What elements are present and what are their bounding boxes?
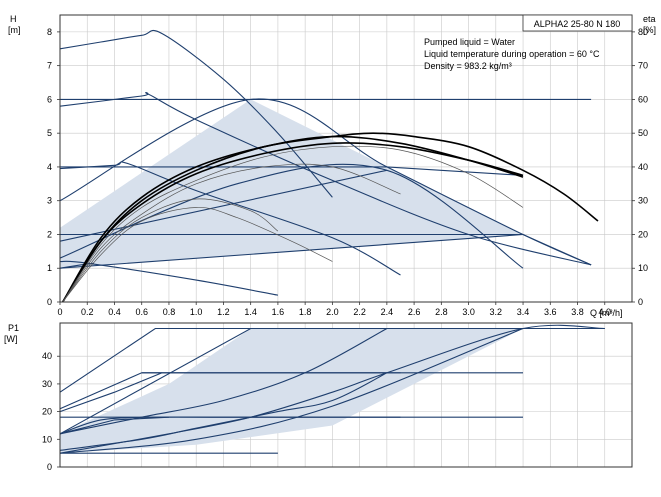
upper-series-line-13	[62, 135, 524, 303]
upper-y-tick-label: 6	[47, 94, 52, 104]
upper-y2-label-unit: [%]	[643, 25, 656, 35]
upper-y-tick-label: 7	[47, 61, 52, 71]
lower-y-tick-label: 30	[42, 379, 52, 389]
upper-series-line-8	[59, 233, 524, 269]
upper-y2-tick-label: 50	[638, 128, 648, 138]
lower-series-line-9	[59, 327, 278, 393]
upper-series-line-17	[62, 198, 279, 303]
upper-x-tick-label: 0.6	[135, 307, 148, 317]
upper-series-line-5	[59, 161, 401, 276]
upper-x-tick-label: 1.6	[272, 307, 285, 317]
upper-x-tick-label: 1.2	[217, 307, 230, 317]
upper-y-tick-label: 8	[47, 27, 52, 37]
lower-y-tick-label: 20	[42, 407, 52, 417]
upper-x-tick-label: 3.0	[462, 307, 475, 317]
lower-plot-frame	[59, 322, 633, 468]
upper-x-tick-label: 2.6	[408, 307, 421, 317]
upper-series-line-15	[62, 145, 524, 303]
upper-x-tick-label: 2.2	[353, 307, 366, 317]
note-liquid-temperature: Liquid temperature during operation = 60…	[424, 49, 600, 59]
upper-x-tick-label: 3.6	[544, 307, 557, 317]
upper-x-tick-label: 2.4	[381, 307, 394, 317]
upper-x-tick-label: 0.4	[108, 307, 121, 317]
lower-series-line-12	[59, 416, 401, 435]
lower-series-line-2	[59, 372, 388, 451]
upper-series-line-11	[59, 262, 95, 269]
upper-y2-tick-label: 80	[638, 27, 648, 37]
upper-x-tick-label: 0.2	[81, 307, 94, 317]
upper-x-tick-labels: 0 0.2 0.4 0.6 0.8 1.0 1.2 1.4 1.6 1.8 2.0 2.2 2.4 2.6…	[57, 302, 611, 317]
upper-x-tick-label: 0	[57, 307, 62, 317]
lower-series-line-10	[59, 372, 401, 410]
upper-series-line-12	[62, 132, 599, 303]
upper-y2-tick-label: 70	[638, 61, 648, 71]
upper-x-label: Q [m³/h]	[590, 308, 623, 318]
upper-x-tick-label: 3.2	[490, 307, 503, 317]
upper-operating-band	[60, 99, 523, 269]
lower-y-tick-label: 40	[42, 351, 52, 361]
upper-x-tick-label: 0.8	[163, 307, 176, 317]
upper-series-line-0	[59, 30, 333, 198]
upper-y2-tick-label: 60	[638, 94, 648, 104]
upper-y-tick-label: 4	[47, 162, 52, 172]
chart-title: ALPHA2 25-80 N 180	[534, 19, 621, 29]
head-efficiency-plot: 0 0.2 0.4 0.6 0.8 1.0 1.2 1.4 1.6 1.8 2.0 2.2 2.4 2.6…	[8, 14, 656, 318]
lower-series-line-5	[59, 416, 170, 435]
upper-y-tick-label: 0	[47, 297, 52, 307]
lower-series	[59, 324, 605, 454]
lower-y-label-unit: [W]	[4, 334, 18, 344]
upper-plot-frame	[59, 14, 633, 303]
upper-series-line-9	[59, 260, 278, 296]
upper-y2-tick-label: 20	[638, 229, 648, 239]
upper-x-tick-label: 3.4	[517, 307, 530, 317]
lower-y-tick-label: 0	[47, 462, 52, 472]
lower-series-line-3	[59, 327, 524, 454]
upper-y-tick-label: 3	[47, 196, 52, 206]
upper-series-line-14	[62, 142, 524, 303]
upper-y2-tick-label: 40	[638, 162, 648, 172]
upper-series-line-1	[59, 92, 592, 266]
upper-y-tick-label: 2	[47, 229, 52, 239]
lower-operating-band	[60, 328, 523, 454]
upper-x-tick-label: 2.8	[435, 307, 448, 317]
upper-y2-tick-label: 10	[638, 263, 648, 273]
lower-y-label-name: P1	[8, 323, 19, 333]
upper-x-tick-label: 1.8	[299, 307, 312, 317]
upper-y2-label-name: eta	[643, 14, 656, 24]
upper-series	[59, 30, 599, 303]
upper-x-tick-label: 1.0	[190, 307, 203, 317]
upper-y2-tick-label: 0	[638, 297, 643, 307]
upper-y-label-name: H	[10, 14, 17, 24]
upper-x-tick-label: 1.4	[244, 307, 257, 317]
lower-series-line-4	[59, 328, 388, 435]
upper-series-line-16	[62, 163, 401, 303]
title-box	[522, 14, 633, 32]
upper-series-line-18	[62, 207, 333, 303]
upper-x-tick-label: 3.8	[571, 307, 584, 317]
upper-y-tick-label: 1	[47, 263, 52, 273]
lower-series-line-8	[59, 372, 163, 413]
upper-series-line-4	[60, 166, 524, 176]
upper-y-label-unit: [m]	[8, 25, 21, 35]
note-pumped-liquid: Pumped liquid = Water	[424, 37, 515, 47]
upper-y-tick-labels: 0 1 2 3 4 5 6 7 8	[47, 27, 60, 307]
upper-x-tick-label: 4.0	[599, 307, 612, 317]
lower-y-tick-labels: 0 10 20 30 40	[42, 351, 60, 472]
upper-y2-tick-label: 30	[638, 196, 648, 206]
lower-y-tick-label: 10	[42, 434, 52, 444]
upper-x-tick-label: 2.0	[326, 307, 339, 317]
note-density: Density = 983.2 kg/m³	[424, 61, 512, 71]
upper-y2-tick-labels: 0 10 20 30 40 50 60 70 80	[632, 27, 648, 307]
upper-y-tick-label: 5	[47, 128, 52, 138]
power-plot: 0 10 20 30 40 P1 [W]	[4, 322, 633, 472]
upper-series-line-10	[59, 163, 524, 269]
